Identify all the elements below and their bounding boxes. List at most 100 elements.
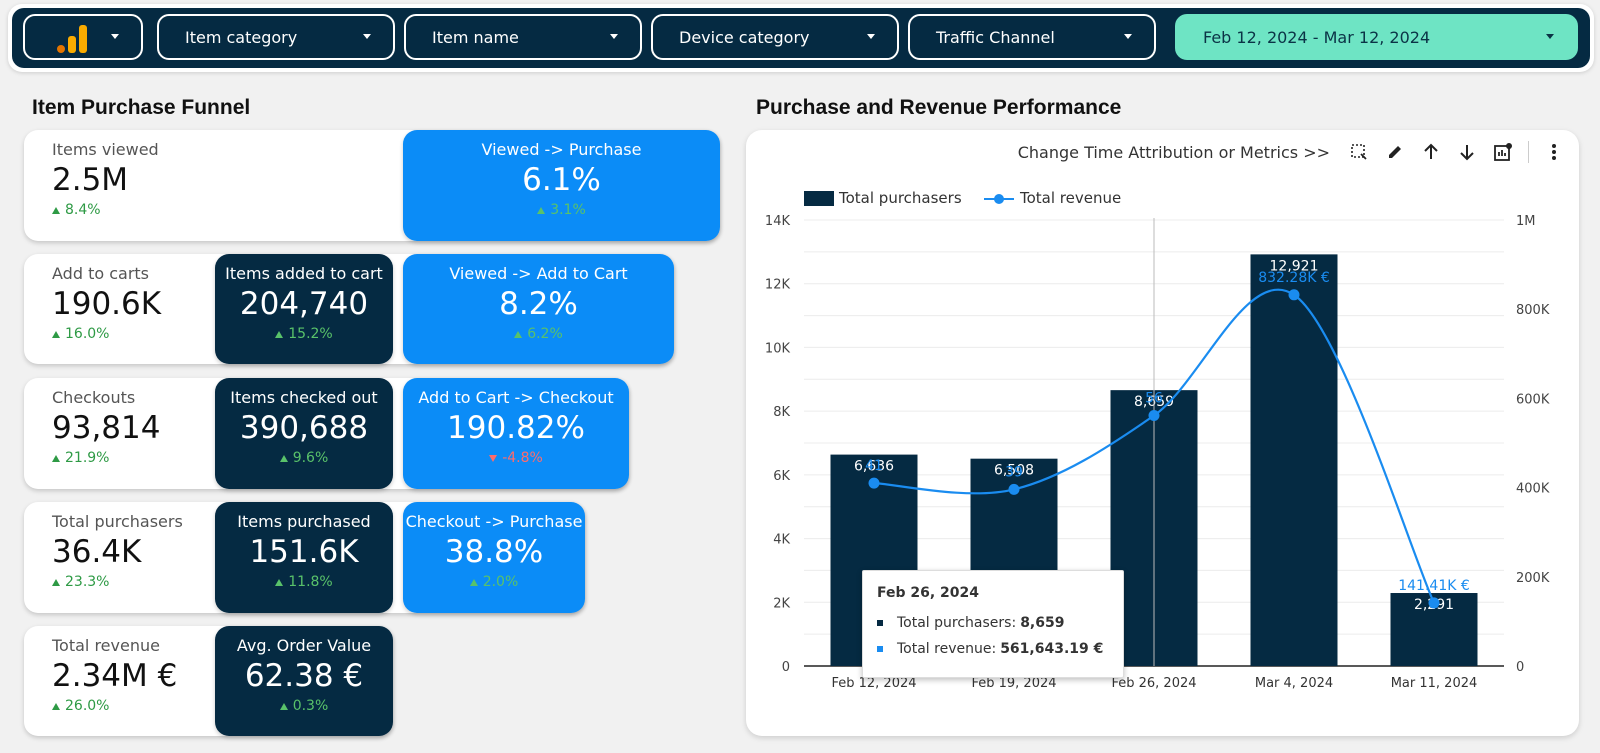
items-checked-out-card: Items checked out 390,688 9.6% [215,378,393,489]
revenue-point [1428,597,1440,609]
arrow-up-icon [279,454,288,462]
arrow-up-icon [52,454,60,462]
purchasers-bar-label: 6,508 [994,463,1034,479]
checkout-purchase-delta: 2.0% [403,574,585,590]
arrow-up-icon[interactable] [1420,141,1442,163]
arrow-up-icon [52,206,60,214]
legend-purchasers-swatch [804,191,834,206]
cart-checkout-card: Add to Cart -> Checkout 190.82% -4.8% [403,378,629,489]
add-to-carts-delta: 16.0% [52,326,161,342]
left-tick-label: 14K [765,214,791,229]
filter-bar: Item category Item name Device category … [12,8,1590,68]
arrow-down-icon [489,454,498,462]
chart-legend: Total purchasers Total revenue [804,189,1121,207]
arrow-up-icon [52,578,60,586]
pencil-icon[interactable] [1384,141,1406,163]
tooltip-title: Feb 26, 2024 [877,585,980,601]
viewed-cart-delta: 6.2% [403,326,674,342]
x-tick-label: Feb 19, 2024 [971,676,1056,691]
arrow-up-icon [52,330,60,338]
traffic-channel-label: Traffic Channel [936,27,1055,47]
arrow-up-icon [52,702,60,710]
revenue-labels: 41 39 56 832.28K € 141.41K € [865,270,1470,594]
left-tick-label: 12K [765,278,791,293]
right-tick-label: 0 [1516,660,1524,675]
item-category-filter[interactable]: Item category [157,14,395,60]
checkouts-value: 93,814 [52,410,161,446]
total-purchasers-label: Total purchasers [52,512,183,531]
analytics-property-selector[interactable] [23,14,143,60]
select-area-icon[interactable] [1348,141,1370,163]
right-tick-label: 600K [1516,392,1550,407]
tooltip-purchasers-row: Total purchasers: 8,659 [877,615,1109,631]
x-tick-label: Mar 11, 2024 [1391,676,1478,691]
left-tick-label: 0 [782,660,790,675]
tooltip-revenue-value: 561,643.19 € [1000,641,1104,657]
total-purchasers-value: 36.4K [52,534,142,570]
items-purchased-value: 151.6K [249,534,359,570]
items-checked-out-delta: 9.6% [215,450,393,466]
purchasers-bar-label: 6,636 [854,459,894,475]
total-revenue-delta: 26.0% [52,698,177,714]
viewed-purchase-card: Viewed -> Purchase 6.1% 3.1% [403,130,720,241]
tooltip-revenue-label: Total revenue: [897,641,997,657]
revenue-line [873,288,1436,604]
left-tick-label: 2K [773,596,790,611]
viewed-cart-label: Viewed -> Add to Cart [449,264,628,283]
item-name-filter[interactable]: Item name [404,14,642,60]
chevron-down-icon [1546,34,1554,39]
items-purchased-card: Items purchased 151.6K 11.8% [215,502,393,613]
checkout-purchase-card: Checkout -> Purchase 38.8% 2.0% [403,502,585,613]
right-tick-label: 1M [1516,214,1536,229]
revenue-point-label: 41 [865,458,883,474]
legend-revenue-marker [994,194,1004,204]
more-vert-icon[interactable] [1543,141,1565,163]
add-to-carts-label: Add to carts [52,264,149,283]
traffic-channel-filter[interactable]: Traffic Channel [908,14,1156,60]
purchasers-bar-label: 12,921 [1270,258,1319,274]
revenue-point [868,477,880,489]
items-viewed-delta: 8.4% [52,202,159,218]
arrow-up-icon [279,702,288,710]
purchasers-bar [1250,254,1338,667]
date-range-picker[interactable]: Feb 12, 2024 - Mar 12, 2024 [1175,14,1578,60]
items-added-label: Items added to cart [225,264,383,283]
arrow-down-icon[interactable] [1456,141,1478,163]
chevron-down-icon [610,34,618,39]
left-axis: 0 2K 4K 6K 8K 10K 12K 14K [765,214,791,675]
x-axis: Feb 12, 2024 Feb 19, 2024 Feb 26, 2024 Mar … [831,676,1477,691]
total-purchasers-delta: 23.3% [52,574,183,590]
avg-order-label: Avg. Order Value [236,636,372,655]
items-purchased-label: Items purchased [237,512,371,531]
left-tick-label: 10K [765,341,791,356]
device-category-label: Device category [679,27,810,47]
date-range-label: Feb 12, 2024 - Mar 12, 2024 [1203,27,1431,47]
device-category-filter[interactable]: Device category [651,14,899,60]
tooltip-purchasers-swatch [877,620,883,626]
viewed-cart-value: 8.2% [499,286,578,322]
tooltip-revenue-swatch [877,646,883,652]
chevron-down-icon [1124,34,1132,39]
revenue-points [868,289,1440,609]
total-revenue-value: 2.34M € [52,658,178,694]
revenue-point-label: 832.28K € [1258,270,1330,286]
checkouts-delta: 21.9% [52,450,160,466]
x-tick-label: Mar 4, 2024 [1255,676,1333,691]
checkout-purchase-label: Checkout -> Purchase [405,512,583,531]
add-to-carts-value: 190.6K [52,286,162,322]
tooltip-revenue-row: Total revenue: 561,643.19 € [877,641,1109,657]
change-attribution-link[interactable]: Change Time Attribution or Metrics >> [1017,142,1330,162]
chevron-down-icon [111,34,119,39]
x-tick-label: Feb 26, 2024 [1111,676,1196,691]
left-tick-label: 8K [773,405,790,420]
checkout-purchase-value: 38.8% [444,534,544,570]
left-tick-label: 6K [773,469,790,484]
revenue-point [1008,483,1020,495]
tooltip-purchasers-label: Total purchasers: [897,615,1017,631]
viewed-purchase-value: 6.1% [522,162,601,198]
right-tick-label: 200K [1516,571,1550,586]
chevron-down-icon [363,34,371,39]
chart-settings-icon[interactable] [1492,141,1514,163]
items-checked-out-label: Items checked out [230,388,378,407]
items-checked-out-value: 390,688 [239,410,369,446]
